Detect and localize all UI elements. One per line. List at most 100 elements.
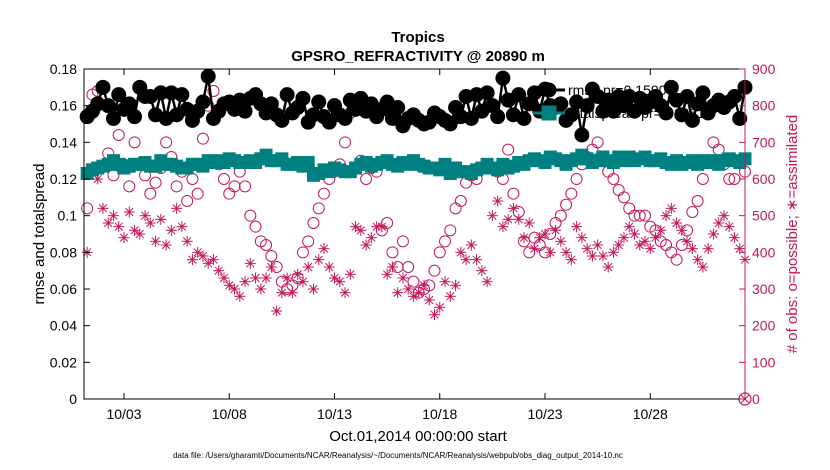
x-tick-label: 10/13 <box>317 406 352 422</box>
obs-assimilated-point <box>107 210 119 222</box>
obs-assimilated-point <box>660 210 672 222</box>
rmse-point <box>337 111 353 126</box>
obs-assimilated-point <box>144 217 156 229</box>
rmse-point <box>495 70 511 86</box>
obs-assimilated-point <box>460 254 472 266</box>
obs-possible-point <box>207 85 220 97</box>
rmse-point <box>195 94 211 110</box>
obs-possible-point <box>407 275 420 288</box>
legend-spread-marker <box>541 105 557 121</box>
obs-assimilated-point <box>544 246 556 258</box>
obs-assimilated-point <box>607 246 619 258</box>
x-tick-label: 10/23 <box>527 406 562 422</box>
rmse-point <box>663 79 679 95</box>
obs-assimilated-point <box>692 254 704 266</box>
rmse-point <box>174 87 190 103</box>
rmse-point <box>100 98 116 114</box>
obs-assimilated-point <box>550 224 562 236</box>
obs-possible-point <box>444 224 457 237</box>
y2-tick-label: 700 <box>752 134 776 150</box>
obs-assimilated-point <box>360 239 372 251</box>
obs-assimilated-point <box>376 221 388 233</box>
obs-possible-point <box>149 176 162 189</box>
obs-assimilated-point <box>165 224 177 236</box>
legend-rmse-marker <box>541 82 557 98</box>
y2-tick-label: 600 <box>752 171 776 187</box>
obs-assimilated-point <box>471 254 483 266</box>
obs-possible-point <box>196 132 209 145</box>
rmse-point <box>463 111 479 126</box>
obs-assimilated-point <box>576 232 588 244</box>
obs-possible-point <box>296 246 309 259</box>
obs-possible-point <box>570 173 583 185</box>
obs-assimilated-point <box>155 213 167 225</box>
obs-assimilated-point <box>186 254 198 266</box>
y2-tick-label: 300 <box>752 281 776 297</box>
obs-possible-point <box>696 173 709 185</box>
obs-assimilated-point <box>365 232 377 244</box>
obs-possible-point <box>144 187 157 200</box>
y-tick-label: 0 <box>69 391 77 407</box>
obs-assimilated-point <box>255 283 267 295</box>
obs-assimilated-point <box>302 261 314 273</box>
obs-possible-point <box>507 187 520 200</box>
obs-assimilated-point <box>265 261 277 273</box>
obs-assimilated-point <box>534 232 546 244</box>
obs-assimilated-point <box>602 261 614 273</box>
obs-assimilated-point <box>650 232 662 244</box>
title-group: Tropics GPSRO_REFRACTIVITY @ 20890 m <box>291 29 545 65</box>
x-tick-label: 10/28 <box>633 406 668 422</box>
y-axis-right: 0 100 200 300 400 500 600 700 800 900 <box>739 61 776 407</box>
obs-assimilated-point <box>339 287 351 299</box>
obs-possible-point <box>128 136 141 149</box>
chart-title: Tropics <box>391 29 444 46</box>
obs-assimilated-point <box>402 283 414 295</box>
y2-tick-label: 500 <box>752 208 776 224</box>
totalspread-series <box>80 148 752 182</box>
obs-assimilated-point <box>150 235 162 247</box>
obs-assimilated-point <box>334 276 346 288</box>
rmse-point <box>237 103 253 119</box>
obs-assimilated-point <box>292 268 304 280</box>
obs-assimilated-point <box>118 232 130 244</box>
rmse-series <box>79 68 753 143</box>
obs-possible-point <box>307 217 320 229</box>
rmse-point <box>127 109 143 125</box>
obs-assimilated-point <box>386 261 398 273</box>
obs-assimilated-point <box>565 254 577 266</box>
obs-assimilated-point <box>234 290 246 302</box>
obs-assimilated-point <box>481 276 493 288</box>
obs-assimilated-point <box>239 276 251 288</box>
obs-assimilated-point <box>634 239 646 251</box>
y-tick-label: 0.14 <box>50 134 77 150</box>
obs-assimilated-point <box>713 217 725 229</box>
obs-assimilated-point <box>123 206 135 218</box>
obs-possible-point <box>396 235 409 248</box>
obs-possible-point <box>317 187 330 200</box>
obs-assimilated-point <box>260 272 272 284</box>
obs-possible-point <box>244 209 257 222</box>
obs-assimilated-point <box>413 287 425 299</box>
obs-assimilated-point <box>486 210 498 222</box>
obs-assimilated-point <box>592 239 604 251</box>
obs-possible-point <box>560 198 573 211</box>
obs-assimilated-point <box>134 228 146 240</box>
obs-assimilated-point <box>271 305 283 317</box>
obs-assimilated-point <box>434 301 446 313</box>
y-tick-label: 0.02 <box>50 354 77 370</box>
obs-possible-point <box>302 235 315 248</box>
obs-assimilated-point <box>628 228 640 240</box>
y2-axis-label: # of obs: o=possible; ∗=assimilated <box>784 115 801 354</box>
obs-possible-point <box>160 136 173 149</box>
obs-assimilated-point <box>492 195 504 207</box>
totalspread-point <box>301 156 315 169</box>
obs-assimilated-point <box>97 202 109 214</box>
obs-possible-point <box>181 195 194 207</box>
rmse-point <box>95 79 111 95</box>
y2-tick-label: 0 <box>752 391 760 407</box>
obs-assimilated-point <box>276 287 288 299</box>
rmse-point <box>442 116 458 132</box>
obs-assimilated-point <box>507 202 519 214</box>
obs-assimilated-point <box>281 272 293 284</box>
rmse-point <box>200 68 216 84</box>
